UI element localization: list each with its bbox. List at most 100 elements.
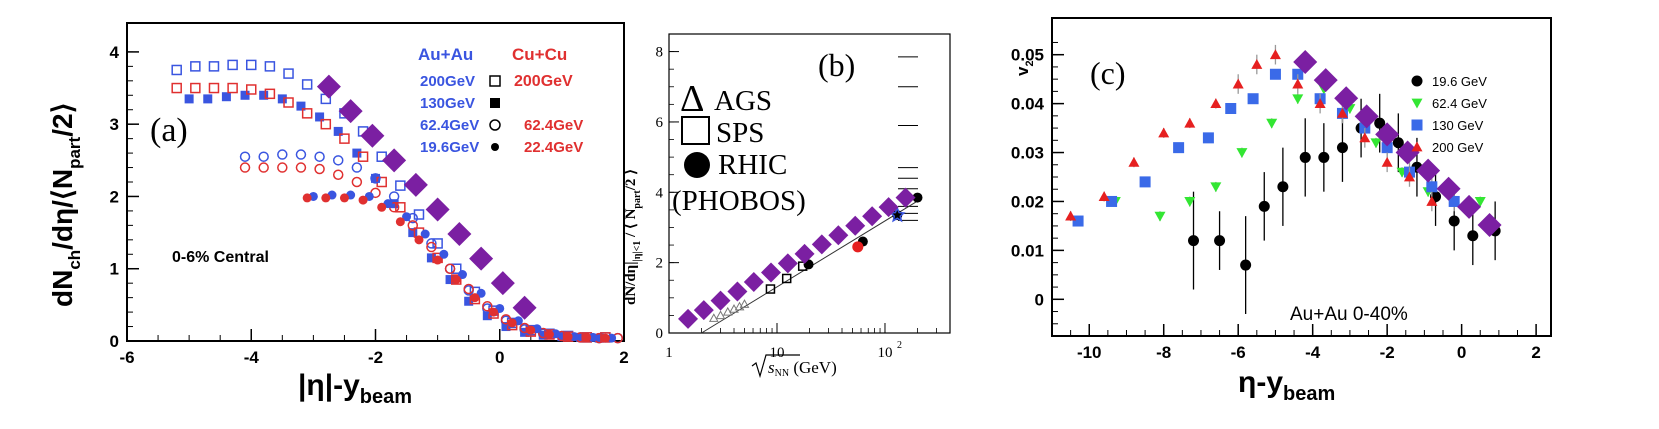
- panel-b-xtick-label: 10: [877, 345, 892, 361]
- panel-a-marks: [171, 59, 624, 344]
- panel-a-ytick-label: 0: [110, 332, 119, 351]
- panel-b-xlabel: sNN (GeV): [751, 354, 837, 379]
- panel-a-point: [264, 61, 276, 72]
- panel-c-point: [1277, 181, 1289, 193]
- panel-c-xlabel: η-ybeam: [1238, 366, 1335, 405]
- legend-cucu-62: 62.4GeV: [524, 117, 583, 134]
- legend-cucu-22: 22.4GeV: [524, 139, 583, 156]
- panel-a-point: [190, 61, 201, 72]
- panel-a-band: [316, 74, 537, 320]
- panel-a-point: [388, 191, 400, 202]
- panel-a-point: [426, 253, 436, 263]
- panel-c-ytick-label: 0.01: [1011, 241, 1044, 260]
- panel-c-point: [1448, 195, 1460, 207]
- panel-a-point: [395, 202, 406, 213]
- panel-a-point: [544, 329, 554, 339]
- panel-c-point: [1314, 98, 1326, 109]
- panel-b-band-diamond: [878, 197, 899, 218]
- panel-b-xtick-sup: 2: [897, 340, 902, 351]
- panel-b-band-diamond: [862, 206, 883, 227]
- panel-a-point: [190, 82, 201, 94]
- panel-c-point: [1240, 259, 1252, 271]
- panel-b-xlabel-sub: NN: [775, 368, 789, 379]
- panel-a-point: [227, 59, 238, 71]
- panel-c-band-diamond: [1436, 176, 1461, 201]
- panel-a-point: [408, 228, 418, 238]
- panel-a-point: [482, 301, 493, 312]
- panel-c-band-diamond: [1354, 104, 1379, 129]
- panel-a-point: [283, 68, 294, 79]
- legend-sps-symbol: [681, 116, 710, 145]
- panel-c-point: [1299, 151, 1311, 163]
- panel-c-legend-label: 200 GeV: [1432, 140, 1484, 155]
- panel-c-point: [1292, 94, 1304, 105]
- legend-marker-filled-square: [490, 98, 500, 108]
- panel-a-point: [526, 325, 536, 335]
- legend-marker-open-square: [489, 75, 501, 87]
- panel-a-point: [320, 118, 332, 130]
- panel-c-point: [1318, 151, 1330, 163]
- panel-c-point: [1403, 171, 1415, 182]
- panel-a-point: [315, 112, 325, 122]
- panel-c-point: [1426, 195, 1438, 206]
- panel-a-point: [370, 173, 381, 184]
- panel-a-point: [171, 82, 182, 94]
- panel-a-ticks: -6 -4 -2 0 2 0 1 2 3 4: [110, 43, 629, 367]
- panel-c-legend-marker: [1411, 119, 1423, 131]
- panel-c-point: [1225, 103, 1237, 115]
- panel-a-point: [246, 59, 257, 71]
- panel-a-point: [351, 162, 363, 173]
- panel-a-point: [277, 94, 287, 104]
- panel-c-point: [1426, 181, 1438, 193]
- panel-c-legend-label: 62.4 GeV: [1432, 96, 1487, 111]
- panel-a-band-diamond: [469, 246, 494, 271]
- panel-a-point: [277, 149, 288, 160]
- panel-a-point: [352, 148, 362, 158]
- panel-a-point: [246, 84, 257, 95]
- panel-a-xtick-label: 2: [619, 348, 628, 367]
- panel-b-point: [852, 241, 864, 253]
- panel-b-ylabel: dN/dη||η|<1 / ⟨ Npart/2 ⟩: [623, 169, 643, 305]
- panel-b-ylabel-sub: |η|<1: [632, 241, 643, 262]
- panel-b-band-diamond: [678, 308, 699, 329]
- panel-c-ytick-label: 0.02: [1011, 192, 1044, 211]
- panel-a-band-diamond: [425, 197, 450, 222]
- panel-a-point: [332, 169, 344, 181]
- panel-a-xtick-label: -4: [244, 348, 260, 367]
- panel-c-xtick-label: -8: [1156, 343, 1171, 362]
- panel-a-ytick-label: 3: [110, 115, 119, 134]
- panel-a-xtick-label: -6: [119, 348, 134, 367]
- panel-a-xlabel-sub: beam: [360, 386, 412, 408]
- panel-b-xtick-label: 10: [769, 345, 784, 361]
- panel-c-xlabel-main: η-y: [1238, 366, 1283, 399]
- panel-c-band-diamond: [1457, 194, 1482, 219]
- panel-a-point: [339, 193, 349, 203]
- panel-b-point: [715, 310, 726, 320]
- panel-a-band-diamond: [382, 148, 407, 173]
- panel-c-point: [1188, 235, 1200, 247]
- panel-a-annotation: 0-6% Central: [172, 249, 269, 266]
- panel-a-band-diamond: [360, 123, 385, 148]
- panel-a-xtick-label: 0: [495, 348, 504, 367]
- panel-b-band-diamond: [828, 225, 849, 246]
- panel-c-ytick-label: 0.05: [1011, 46, 1044, 65]
- legend-phobos-label: (PHOBOS): [672, 185, 806, 217]
- panel-a-point: [470, 293, 480, 303]
- panel-b-ytick-label: 8: [656, 45, 664, 61]
- panel-c-point: [1173, 142, 1185, 154]
- panel-a-point: [296, 101, 306, 111]
- panel-a-point: [395, 217, 405, 227]
- panel-a-band-diamond: [338, 99, 363, 124]
- panel-a-point: [240, 90, 250, 100]
- panel-b-ylabel-mid: / ⟨ N: [623, 208, 639, 240]
- panel-a-point: [426, 241, 437, 253]
- panel-a-point: [482, 311, 492, 321]
- panel-c-point: [1236, 148, 1248, 159]
- panel-a-point: [227, 82, 238, 94]
- panel-c-point: [1210, 98, 1222, 109]
- legend-rhic-label: RHIC: [718, 149, 787, 181]
- panel-a-point: [463, 283, 474, 295]
- panel-a-point: [576, 332, 586, 342]
- panel-a-point: [221, 92, 231, 102]
